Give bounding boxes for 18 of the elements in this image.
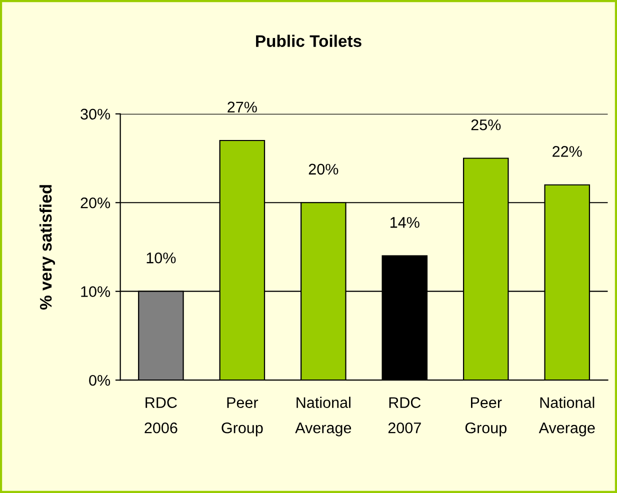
data-label: 25% bbox=[471, 119, 501, 130]
x-tick-label: RDC 2006 bbox=[144, 397, 178, 434]
data-label: 27% bbox=[228, 102, 257, 112]
y-tick-label: 10% bbox=[81, 286, 110, 298]
x-tick-label: National Average bbox=[538, 396, 595, 436]
x-tick-label: Peer Group bbox=[465, 397, 506, 436]
y-tick-label: 20% bbox=[80, 197, 110, 208]
y-axis-title: % very satisfied bbox=[39, 185, 56, 310]
data-label: 10% bbox=[146, 252, 176, 264]
data-label: 20% bbox=[308, 164, 338, 175]
data-label: 14% bbox=[390, 217, 420, 228]
y-tick-label: 0% bbox=[89, 374, 110, 386]
x-tick-label: RDC 2007 bbox=[388, 397, 421, 434]
x-tick-label: National Average bbox=[295, 396, 352, 436]
y-tick-label: 30% bbox=[80, 108, 110, 120]
data-label: 22% bbox=[552, 146, 582, 157]
x-tick-label: Peer Group bbox=[222, 397, 263, 436]
chart-title: Public Toilets bbox=[256, 34, 362, 47]
